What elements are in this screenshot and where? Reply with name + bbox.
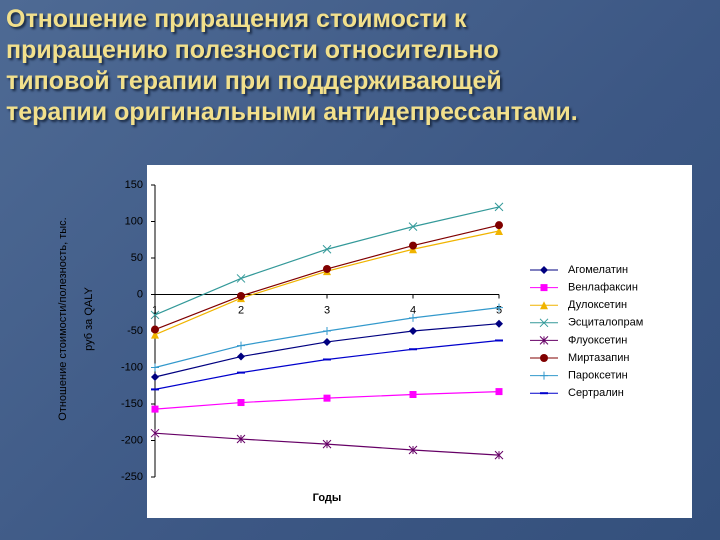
marker bbox=[236, 434, 246, 444]
y-tick-label: -50 bbox=[127, 325, 143, 337]
y-axis-label: руб за QALY bbox=[83, 286, 95, 350]
x-tick-label: 1 bbox=[152, 304, 158, 316]
marker bbox=[237, 371, 245, 374]
legend-label: Венлафаксин bbox=[568, 282, 638, 294]
legend-marker bbox=[539, 318, 549, 328]
legend-marker bbox=[540, 392, 548, 395]
marker bbox=[495, 388, 503, 396]
marker bbox=[495, 339, 503, 342]
marker bbox=[150, 428, 160, 438]
legend-marker bbox=[540, 284, 548, 292]
x-tick-label: 2 bbox=[238, 304, 244, 316]
y-tick-label: 50 bbox=[131, 252, 143, 264]
marker bbox=[495, 319, 503, 328]
marker bbox=[151, 325, 159, 334]
title-line: типовой терапии при поддерживающей bbox=[6, 67, 502, 95]
x-tick-label: 3 bbox=[324, 304, 330, 316]
marker bbox=[151, 388, 159, 391]
marker bbox=[236, 274, 246, 283]
legend-label: Сертралин bbox=[568, 387, 624, 399]
chart-area bbox=[147, 165, 692, 518]
marker bbox=[495, 303, 503, 312]
legend-label: Пароксетин bbox=[568, 370, 628, 382]
marker bbox=[237, 341, 245, 350]
legend-label: Эсциталопрам bbox=[568, 317, 643, 329]
marker bbox=[408, 222, 418, 231]
legend-label: Дулоксетин bbox=[568, 299, 627, 311]
legend-label: Миртазапин bbox=[568, 352, 629, 364]
y-tick-label: -100 bbox=[121, 361, 143, 373]
marker bbox=[237, 291, 245, 300]
marker bbox=[237, 352, 245, 361]
slide-title: Отношение приращения стоимости к приращен… bbox=[6, 4, 578, 128]
y-tick-label: 0 bbox=[137, 288, 143, 300]
marker bbox=[495, 226, 503, 235]
y-tick-label: 100 bbox=[125, 215, 143, 227]
marker bbox=[409, 348, 417, 351]
marker bbox=[323, 358, 331, 361]
marker bbox=[322, 244, 332, 254]
marker bbox=[494, 202, 504, 212]
marker bbox=[322, 439, 332, 449]
marker bbox=[409, 313, 417, 322]
marker bbox=[151, 372, 159, 381]
marker bbox=[494, 450, 504, 460]
marker bbox=[151, 405, 159, 413]
y-tick-label: 150 bbox=[125, 179, 143, 191]
legend-marker bbox=[540, 301, 548, 310]
marker bbox=[151, 330, 159, 339]
marker bbox=[151, 363, 159, 372]
legend-marker bbox=[540, 266, 548, 274]
y-tick-label: -250 bbox=[121, 471, 143, 483]
legend-marker bbox=[540, 354, 548, 362]
marker bbox=[150, 310, 160, 320]
x-axis-label: Годы bbox=[313, 492, 342, 504]
marker bbox=[323, 264, 331, 273]
marker bbox=[409, 391, 417, 399]
y-tick-label: -150 bbox=[121, 398, 143, 410]
marker bbox=[409, 241, 417, 250]
legend-label: Флуоксетин bbox=[568, 334, 627, 346]
marker bbox=[409, 327, 417, 335]
marker bbox=[323, 394, 331, 402]
title-line: терапии оригинальными антидепрессантами. bbox=[6, 98, 578, 126]
title-line: Отношение приращения стоимости к bbox=[6, 5, 467, 33]
title-line: приращению полезности относительно bbox=[6, 36, 499, 64]
marker bbox=[237, 399, 245, 407]
marker bbox=[323, 327, 331, 335]
y-tick-label: -200 bbox=[121, 434, 143, 446]
marker bbox=[323, 337, 331, 346]
x-tick-label: 4 bbox=[410, 304, 416, 316]
y-axis-label: Отношение стоимости/полезность, тыс. bbox=[57, 217, 69, 420]
marker bbox=[495, 221, 503, 230]
marker bbox=[408, 445, 418, 455]
legend-label: Агомелатин bbox=[568, 264, 628, 276]
legend-marker bbox=[540, 371, 548, 380]
legend-marker bbox=[539, 336, 549, 345]
